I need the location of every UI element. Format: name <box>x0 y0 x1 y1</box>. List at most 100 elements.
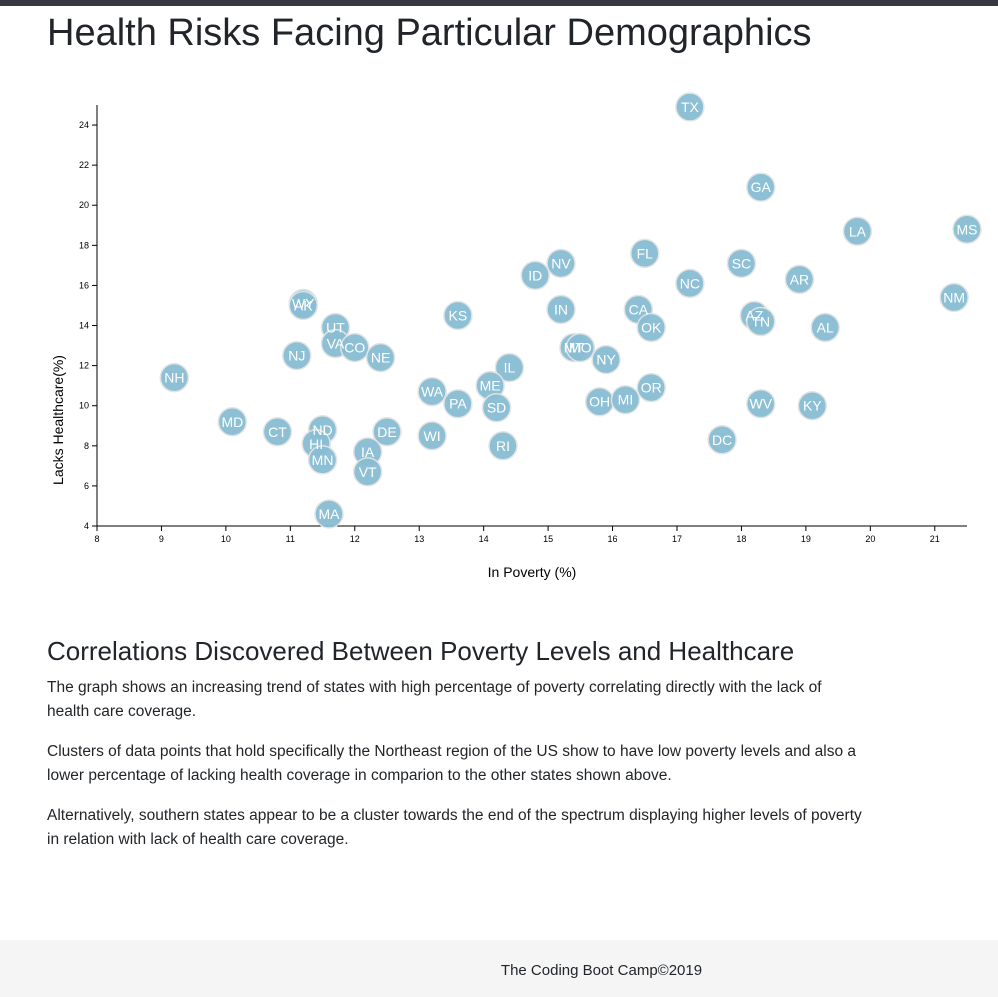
y-tick-label: 10 <box>79 401 89 411</box>
state-label-wa: WA <box>421 384 444 400</box>
state-label-ia: IA <box>361 444 375 460</box>
state-label-sd: SD <box>487 400 506 416</box>
state-label-ky: KY <box>803 398 822 414</box>
state-label-ar: AR <box>790 271 809 287</box>
state-point-sd <box>481 392 512 423</box>
state-point-ok <box>636 312 666 343</box>
state-label-pa: PA <box>449 396 467 412</box>
x-tick-label: 18 <box>736 534 746 544</box>
y-tick-label: 18 <box>79 240 89 250</box>
x-tick-label: 20 <box>865 534 875 544</box>
y-tick-label: 20 <box>79 200 89 210</box>
state-label-me: ME <box>480 378 501 394</box>
state-point-tx <box>675 92 705 122</box>
state-label-ri: RI <box>496 438 510 454</box>
state-point-tn <box>746 306 776 337</box>
state-point-nc <box>675 268 705 299</box>
state-point-nv <box>546 248 576 279</box>
state-point-in <box>546 294 576 325</box>
state-label-ut: UT <box>326 320 345 336</box>
state-label-in: IN <box>554 301 568 317</box>
state-point-mi <box>610 384 641 415</box>
state-label-ak: AK <box>294 297 313 313</box>
y-tick-label: 6 <box>84 481 89 491</box>
paragraph-southern: Alternatively, southern states appear to… <box>47 807 862 848</box>
state-label-va: VA <box>327 336 345 352</box>
state-point-mo <box>565 332 596 363</box>
state-point-ny <box>591 344 621 375</box>
x-tick-label: 8 <box>94 534 99 544</box>
state-label-wy: WY <box>292 295 315 311</box>
state-label-ma: MA <box>319 506 341 522</box>
state-point-dc <box>707 425 737 455</box>
state-label-mt: MT <box>564 340 585 356</box>
x-tick-label: 16 <box>608 534 618 544</box>
state-point-pa <box>443 388 473 419</box>
plot-area: 8 9 10 11 12 13 14 15 16 17 18 19 20 21 4 6 8 10 12 14 16 18 2… <box>79 92 982 544</box>
state-label-az: AZ <box>745 308 763 324</box>
axis-labels: In Poverty (%) Lacks Healthcare(%) <box>50 355 576 580</box>
state-label-ms: MS <box>957 221 978 237</box>
state-point-ar <box>784 264 815 295</box>
state-point-co <box>340 332 370 363</box>
state-label-co: CO <box>344 340 365 356</box>
x-tick-label: 19 <box>801 534 811 544</box>
paragraph-northeast: Clusters of data points that hold specif… <box>47 743 857 784</box>
state-label-wv: WV <box>749 396 772 412</box>
state-label-or: OR <box>641 380 662 396</box>
state-label-nc: NC <box>680 275 700 291</box>
state-point-la <box>842 216 873 247</box>
state-label-ny: NY <box>596 352 616 368</box>
state-label-nv: NV <box>551 255 571 271</box>
state-label-ca: CA <box>629 301 649 317</box>
state-label-nj: NJ <box>288 348 305 364</box>
state-label-ne: NE <box>371 350 390 366</box>
state-point-ne <box>365 342 396 373</box>
x-axis-title: In Poverty (%) <box>488 564 577 580</box>
y-tick-label: 14 <box>79 321 89 331</box>
x-tick-label: 13 <box>414 534 424 544</box>
scatter-chart: 8 9 10 11 12 13 14 15 16 17 18 19 20 21 4 6 8 10 12 14 16 18 2… <box>50 92 982 580</box>
state-label-nd: ND <box>312 422 332 438</box>
state-point-fl <box>630 238 660 269</box>
state-label-oh: OH <box>589 394 610 410</box>
page-title: Health Risks Facing Particular Demograph… <box>47 12 812 54</box>
state-label-ks: KS <box>449 308 468 324</box>
state-point-ct <box>262 417 293 447</box>
state-point-md <box>217 407 248 437</box>
state-label-fl: FL <box>637 245 654 261</box>
state-point-ms <box>952 214 982 245</box>
state-label-al: AL <box>817 320 834 336</box>
y-tick-label: 22 <box>79 160 89 170</box>
state-point-ak <box>288 290 318 321</box>
y-tick-label: 8 <box>84 441 89 451</box>
y-tick-label: 16 <box>79 280 89 290</box>
state-point-ma <box>314 499 344 529</box>
state-point-id <box>520 260 550 291</box>
state-point-il <box>494 352 525 383</box>
state-point-wv <box>746 388 776 419</box>
x-tick-label: 14 <box>479 534 489 544</box>
state-point-de <box>372 417 402 447</box>
x-tick-label: 12 <box>350 534 360 544</box>
y-tick-label: 12 <box>79 361 89 371</box>
state-label-mn: MN <box>312 452 334 468</box>
x-tick-label: 15 <box>543 534 553 544</box>
state-point-nj <box>282 340 312 371</box>
state-label-mo: MO <box>569 340 592 356</box>
x-tick-label: 17 <box>672 534 682 544</box>
state-point-nh <box>159 362 190 393</box>
state-point-sc <box>726 248 757 279</box>
top-bar <box>0 0 998 6</box>
state-point-ri <box>488 431 518 461</box>
state-point-ky <box>797 390 828 421</box>
state-label-wi: WI <box>424 428 441 444</box>
state-point-ks <box>443 300 473 331</box>
state-label-vt: VT <box>359 464 377 480</box>
state-label-nm: NM <box>943 289 965 305</box>
state-label-hi: HI <box>309 436 323 452</box>
footer: The Coding Boot Camp©2019 <box>0 940 998 997</box>
point-markers <box>159 92 982 529</box>
state-label-md: MD <box>221 414 243 430</box>
